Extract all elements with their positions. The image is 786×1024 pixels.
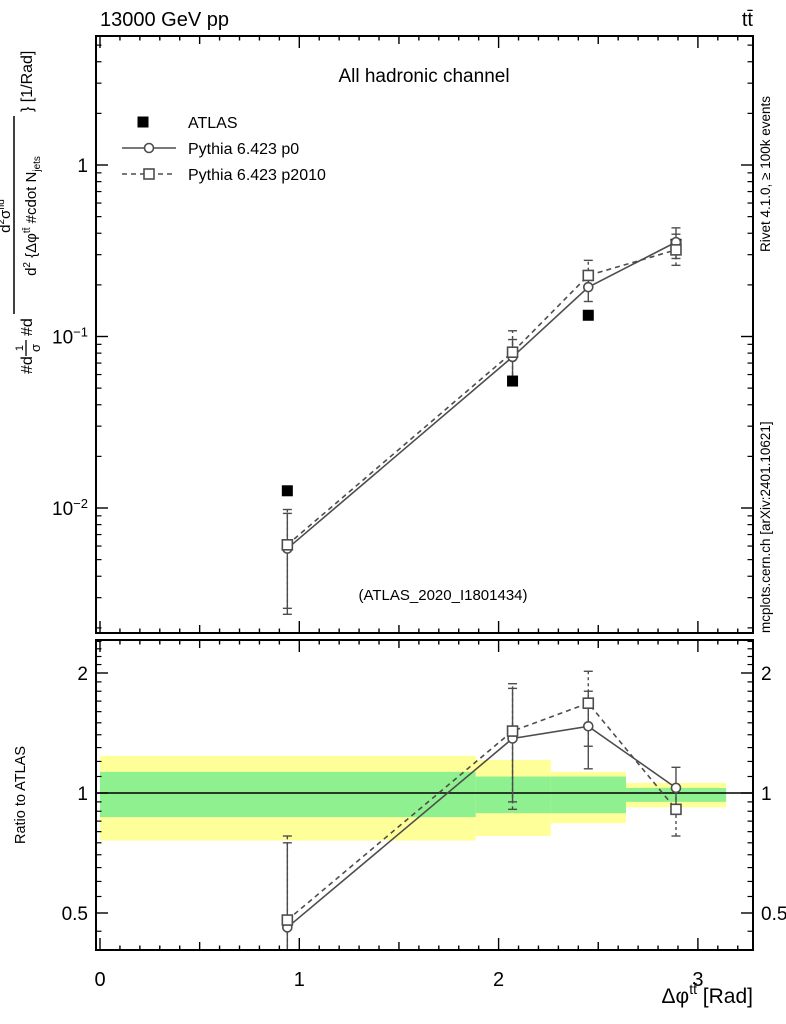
- atlas-data-point: [582, 309, 594, 321]
- atlas-marker-icon: [137, 116, 149, 128]
- atlas-data-point: [281, 485, 293, 497]
- main-y-axis-title: #d 1 σ #d d2σfid d2 {Δφtt̄ #cdot Njets }…: [0, 51, 43, 374]
- pythia-p2010-data-point: [670, 244, 682, 256]
- legend-item-pythia-p2010: Pythia 6.423 p2010: [122, 167, 326, 184]
- pythia-p0-data-point: [670, 782, 682, 794]
- x-title-base: Δφ: [662, 985, 690, 1008]
- legend-item-atlas: ATLAS: [137, 115, 238, 132]
- ratio-y-tick-label-left: 2: [77, 664, 88, 685]
- ratio-y-tick-label-right: 1: [761, 784, 772, 805]
- pythia-p2010-data-point: [281, 914, 294, 926]
- ratio-y-tick-label-left: 1: [77, 784, 88, 805]
- formula-mini-denominator: σ: [28, 344, 43, 352]
- formula-denominator: d2 {Δφtt̄ #cdot Njets: [21, 156, 43, 276]
- mcplots-attribution: mcplots.cern.ch [arXiv:2401.10621]: [758, 421, 773, 633]
- pythia-p2010-data-point: [582, 269, 595, 282]
- ratio-panel-frame: [95, 639, 754, 951]
- open-circle-marker-icon: [143, 142, 155, 154]
- pythia-p2010-data-point: [670, 803, 682, 816]
- legend-label: Pythia 6.423 p2010: [188, 167, 326, 184]
- analysis-watermark: (ATLAS_2020_I1801434): [358, 587, 527, 604]
- open-square-marker-icon: [143, 168, 155, 180]
- legend-label: Pythia 6.423 p0: [188, 141, 299, 158]
- ratio-y-tick-label-left: 0.5: [62, 904, 88, 925]
- legend: ATLAS Pythia 6.423 p0 Pythia 6.423 p2010: [122, 115, 326, 184]
- x-title-sup: tt̄: [689, 981, 697, 997]
- band-inner-uncertainty: [100, 771, 476, 818]
- formula-prefix: #d: [19, 356, 36, 374]
- pythia-p2010-data-point: [506, 725, 519, 737]
- process-label: tt̄: [742, 9, 754, 31]
- x-tick-label: 1: [294, 969, 305, 991]
- mc-curve: [286, 241, 677, 550]
- ratio-axis-title: Ratio to ATLAS: [13, 746, 29, 844]
- data-series: [281, 227, 682, 950]
- ratio-y-tick-label-right: 0.5: [761, 904, 786, 925]
- x-title-unit: [Rad]: [697, 985, 753, 1008]
- y-tick-label: 1: [77, 156, 88, 177]
- pythia-p2010-data-point: [281, 539, 294, 551]
- mc-curve: [286, 702, 677, 921]
- formula-suffix: } [1/Rad]: [19, 51, 36, 112]
- y-tick-label: 10−2: [52, 496, 88, 520]
- rivet-version-note: Rivet 4.1.0, ≥ 100k events: [758, 96, 773, 252]
- ratio-y-tick-label-right: 2: [761, 664, 772, 685]
- formula-mini-numerator: 1: [14, 345, 26, 351]
- main-panel-frame: [95, 35, 754, 634]
- pythia-p0-data-point: [582, 721, 594, 732]
- y-tick-label: 10−1: [52, 325, 88, 349]
- atlas-data-point: [507, 375, 519, 387]
- band-inner-uncertainty: [550, 776, 626, 814]
- pythia-p0-data-point: [582, 281, 594, 293]
- formula-mid: #d: [19, 318, 36, 336]
- x-tick-label: 0: [94, 969, 105, 991]
- plot-title: All hadronic channel: [338, 66, 509, 87]
- legend-item-pythia-p0: Pythia 6.423 p0: [122, 141, 299, 158]
- beam-energy-label: 13000 GeV pp: [100, 9, 229, 31]
- uncertainty-bands: [96, 755, 753, 841]
- pythia-p2010-data-point: [582, 697, 595, 709]
- x-axis-title: Δφtt̄ [Rad]: [662, 981, 753, 1008]
- x-tick-label: 3: [692, 969, 703, 991]
- mc-curve: [286, 249, 677, 546]
- formula-numerator: d2σfid: [0, 199, 14, 233]
- axes-and-ticks: 0 1 2 3 1 10−1 10−2 2 2 1 1 0.5 0.5: [52, 35, 786, 991]
- pythia-p2010-data-point: [506, 346, 519, 358]
- x-tick-label: 2: [493, 969, 504, 991]
- legend-label: ATLAS: [188, 115, 238, 132]
